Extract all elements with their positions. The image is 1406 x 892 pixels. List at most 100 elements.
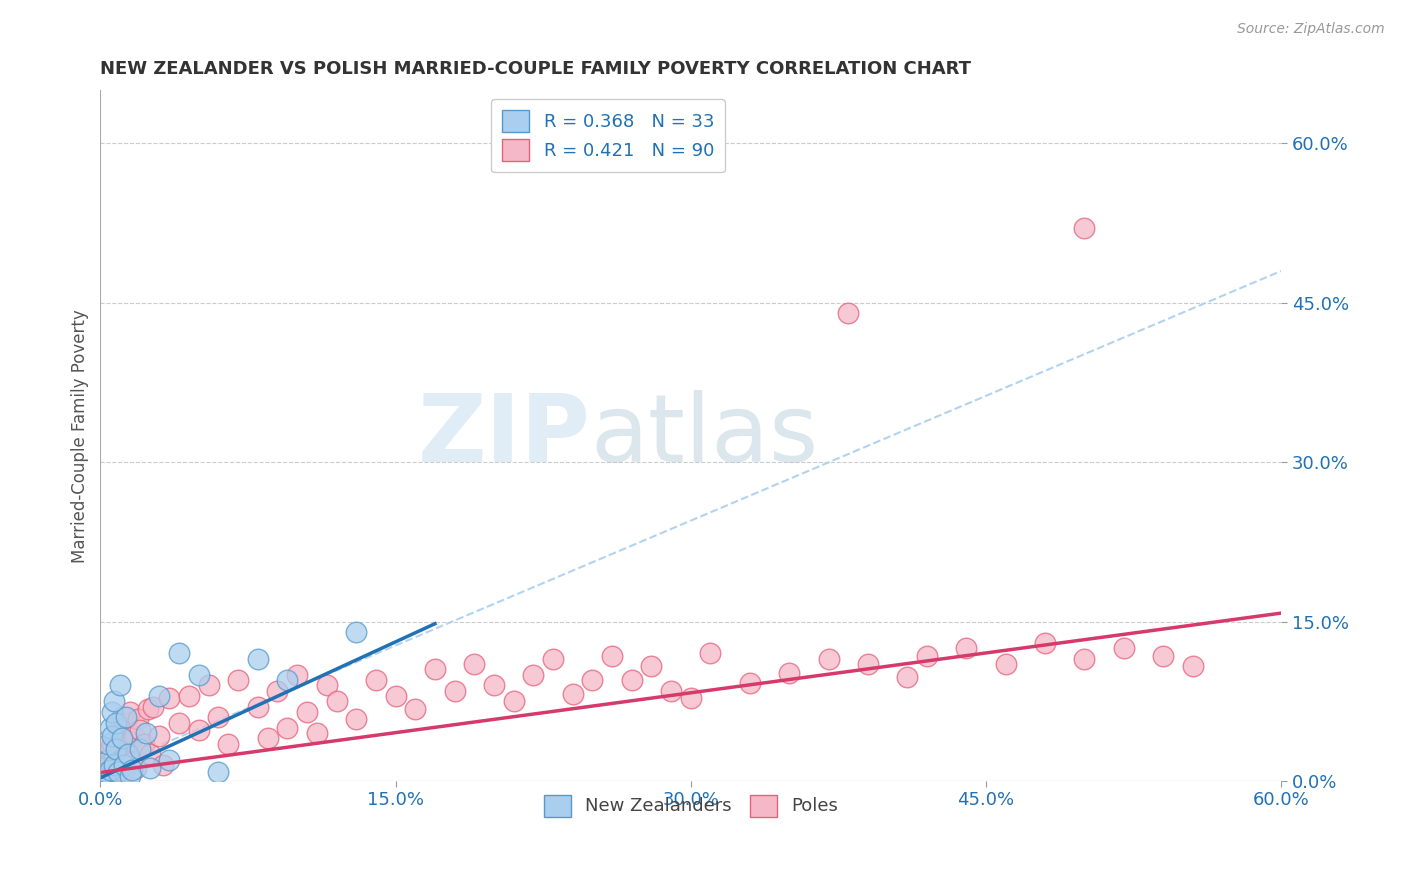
Point xyxy=(112,739,135,754)
Point xyxy=(404,702,426,716)
Point xyxy=(994,657,1017,672)
Point xyxy=(620,673,643,687)
Point xyxy=(1073,221,1095,235)
Point xyxy=(135,726,157,740)
Point xyxy=(125,761,148,775)
Point xyxy=(856,657,879,672)
Point xyxy=(115,715,138,730)
Point xyxy=(295,705,318,719)
Point xyxy=(217,737,239,751)
Point xyxy=(122,730,145,744)
Point xyxy=(97,747,120,762)
Text: atlas: atlas xyxy=(591,390,818,482)
Point xyxy=(97,753,120,767)
Point xyxy=(896,670,918,684)
Point xyxy=(699,647,721,661)
Text: NEW ZEALANDER VS POLISH MARRIED-COUPLE FAMILY POVERTY CORRELATION CHART: NEW ZEALANDER VS POLISH MARRIED-COUPLE F… xyxy=(100,60,972,78)
Point xyxy=(152,758,174,772)
Point xyxy=(97,764,120,778)
Point xyxy=(96,765,118,780)
Point xyxy=(103,758,125,772)
Point xyxy=(121,764,143,778)
Point xyxy=(256,731,278,746)
Point xyxy=(105,715,128,730)
Point xyxy=(105,731,128,746)
Point xyxy=(423,662,446,676)
Point xyxy=(1033,636,1056,650)
Point xyxy=(157,691,180,706)
Point xyxy=(177,689,200,703)
Point xyxy=(325,694,347,708)
Point xyxy=(132,737,155,751)
Point xyxy=(93,758,115,772)
Point xyxy=(96,753,118,767)
Point xyxy=(111,731,134,746)
Point xyxy=(101,730,124,744)
Legend: New Zealanders, Poles: New Zealanders, Poles xyxy=(536,788,845,824)
Point xyxy=(108,726,131,740)
Point xyxy=(112,758,135,772)
Point xyxy=(502,694,524,708)
Point xyxy=(136,702,159,716)
Point xyxy=(659,683,682,698)
Point xyxy=(246,699,269,714)
Point xyxy=(98,742,121,756)
Point xyxy=(111,753,134,767)
Point xyxy=(91,769,114,783)
Point xyxy=(97,737,120,751)
Point xyxy=(226,673,249,687)
Point xyxy=(246,652,269,666)
Point xyxy=(93,761,115,775)
Point xyxy=(117,747,139,762)
Point xyxy=(276,721,298,735)
Point xyxy=(344,625,367,640)
Point xyxy=(96,771,118,785)
Point xyxy=(108,764,131,778)
Y-axis label: Married-Couple Family Poverty: Married-Couple Family Poverty xyxy=(72,309,89,563)
Point xyxy=(197,678,219,692)
Point xyxy=(640,659,662,673)
Text: ZIP: ZIP xyxy=(418,390,591,482)
Point xyxy=(115,710,138,724)
Point xyxy=(157,753,180,767)
Point xyxy=(98,755,121,769)
Point xyxy=(148,730,170,744)
Point xyxy=(101,761,124,775)
Point xyxy=(276,673,298,687)
Point xyxy=(98,764,121,778)
Point xyxy=(96,771,118,785)
Point xyxy=(600,648,623,663)
Point xyxy=(837,306,859,320)
Point xyxy=(148,689,170,703)
Point xyxy=(98,721,121,735)
Point xyxy=(105,758,128,772)
Point xyxy=(98,769,121,783)
Point xyxy=(1112,641,1135,656)
Point xyxy=(207,710,229,724)
Point xyxy=(384,689,406,703)
Point xyxy=(915,648,938,663)
Point xyxy=(142,699,165,714)
Point xyxy=(93,765,115,780)
Point xyxy=(778,665,800,680)
Point xyxy=(107,744,129,758)
Point xyxy=(285,667,308,681)
Point xyxy=(817,652,839,666)
Point xyxy=(443,683,465,698)
Point xyxy=(463,657,485,672)
Point xyxy=(187,723,209,737)
Point xyxy=(305,726,328,740)
Point xyxy=(167,715,190,730)
Point xyxy=(103,694,125,708)
Point xyxy=(522,667,544,681)
Point xyxy=(117,747,139,762)
Text: Source: ZipAtlas.com: Source: ZipAtlas.com xyxy=(1237,22,1385,37)
Point xyxy=(107,765,129,780)
Point xyxy=(108,678,131,692)
Point xyxy=(121,755,143,769)
Point xyxy=(107,721,129,735)
Point xyxy=(955,641,977,656)
Point xyxy=(207,765,229,780)
Point xyxy=(364,673,387,687)
Point xyxy=(581,673,603,687)
